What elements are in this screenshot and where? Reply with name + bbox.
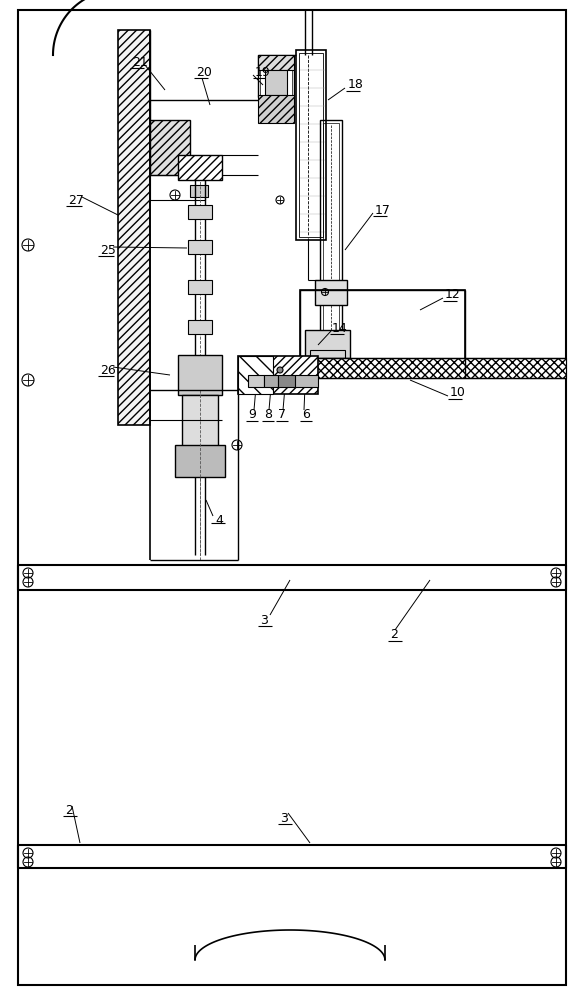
Text: 12: 12 [445, 288, 461, 302]
Bar [188, 205, 212, 219]
Text: 20: 20 [196, 66, 212, 79]
Bar [258, 95, 294, 123]
Bar [178, 155, 222, 180]
Text: 18: 18 [348, 79, 364, 92]
Text: 4: 4 [215, 514, 223, 526]
Text: 17: 17 [375, 204, 391, 217]
Bar [188, 320, 212, 334]
Bar [323, 123, 339, 347]
Bar [278, 375, 296, 387]
Text: 27: 27 [68, 194, 84, 207]
Bar [315, 280, 347, 305]
Bar [188, 280, 212, 294]
Text: 26: 26 [100, 363, 116, 376]
Bar [182, 395, 218, 450]
Bar [258, 55, 294, 97]
Bar [238, 356, 273, 394]
Bar [150, 175, 205, 200]
Bar [310, 350, 345, 362]
Bar [150, 120, 190, 175]
Bar [320, 120, 342, 350]
Bar [296, 50, 326, 240]
Text: 2: 2 [390, 629, 398, 642]
Text: 19: 19 [255, 66, 271, 79]
Bar [300, 290, 465, 378]
Bar [305, 330, 350, 358]
Text: 2: 2 [65, 804, 73, 816]
Text: 3: 3 [260, 613, 268, 626]
Bar [175, 445, 225, 477]
Bar [188, 240, 212, 254]
Text: 7: 7 [278, 408, 286, 422]
Bar [178, 355, 222, 395]
Bar [190, 185, 208, 197]
Circle shape [277, 367, 283, 373]
Text: 21: 21 [132, 55, 148, 68]
Text: 10: 10 [450, 386, 466, 399]
Bar [299, 53, 323, 237]
Text: 14: 14 [332, 322, 347, 334]
Bar [265, 70, 287, 95]
Text: 8: 8 [264, 408, 272, 422]
Bar [238, 356, 318, 394]
Bar [238, 358, 566, 378]
Bar [295, 375, 318, 387]
Bar [118, 30, 150, 425]
Bar [248, 375, 264, 387]
Text: 3: 3 [280, 812, 288, 824]
Text: 25: 25 [100, 243, 116, 256]
Bar [258, 55, 294, 70]
Text: 6: 6 [302, 408, 310, 422]
Bar [260, 57, 292, 95]
Bar [264, 375, 278, 387]
Text: 9: 9 [248, 408, 256, 422]
